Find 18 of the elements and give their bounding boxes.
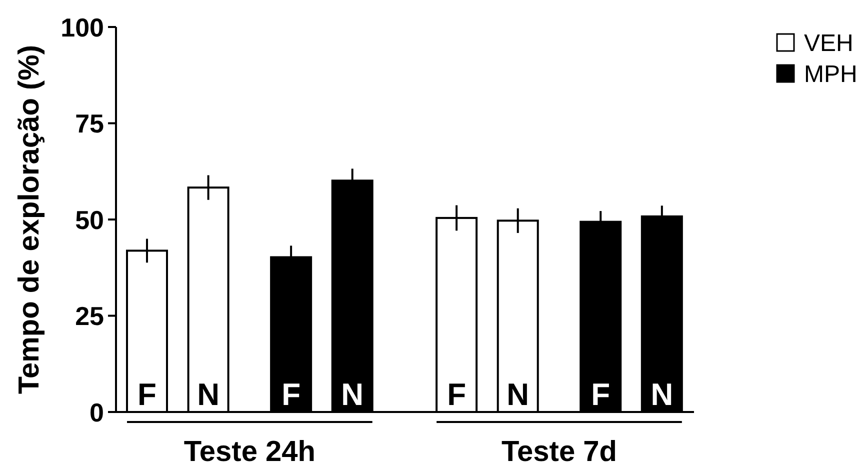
text: Teste 24h xyxy=(184,436,316,465)
x-tick-label: F xyxy=(591,377,610,412)
y-tick-label: 25 xyxy=(75,301,104,332)
x-tick-label: F xyxy=(138,377,156,412)
x-tick-label: F xyxy=(447,377,466,412)
x-tick-label: N xyxy=(506,377,530,412)
legend-label: VEH xyxy=(804,30,854,58)
x-tick-label: N xyxy=(650,377,674,412)
x-tick-label: N xyxy=(341,377,364,412)
y-tick-label: 75 xyxy=(75,108,104,139)
x-tick-label: N xyxy=(197,377,220,412)
y-tick-label: 0 xyxy=(90,397,104,428)
y-axis-title: Tempo de exploração (%) xyxy=(13,44,46,394)
y-tick-label: 50 xyxy=(75,204,104,235)
y-tick-label: 100 xyxy=(60,12,104,42)
text: Teste 7d xyxy=(501,436,617,465)
legend-label: MPH xyxy=(804,61,858,88)
x-tick-label: F xyxy=(282,377,301,412)
